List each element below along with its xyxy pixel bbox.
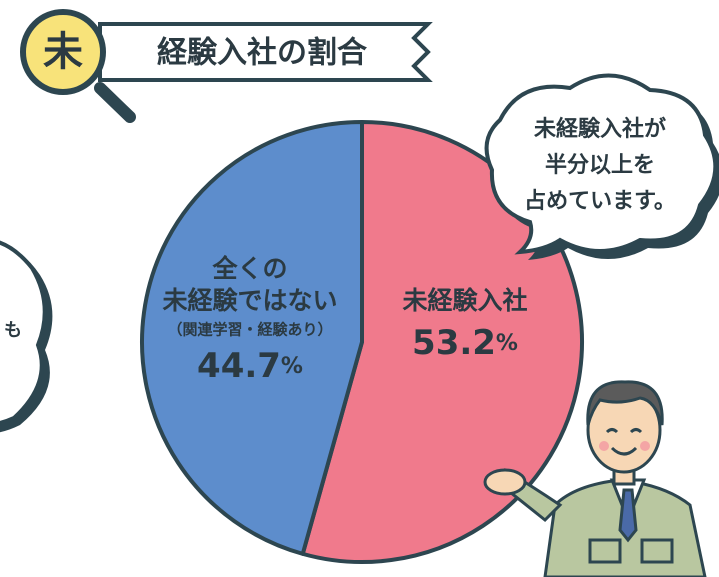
annotation-line: 未経験入社が <box>534 116 666 142</box>
value-number: 44.7 <box>197 346 281 386</box>
left-bubble: も <box>0 240 53 433</box>
value-unit: % <box>281 354 303 379</box>
slice-note: （関連学習・経験あり） <box>167 321 332 339</box>
slice-label: 未経験入社 <box>402 286 527 315</box>
slice-label: 未経験ではない <box>162 286 337 315</box>
value-label: 53.2% <box>412 323 518 363</box>
value-number: 53.2 <box>412 323 496 363</box>
pie-slice <box>140 120 364 556</box>
chart-title: 経験入社の割合 <box>157 36 367 71</box>
slice-label: 全くの <box>211 254 287 283</box>
side-text: も <box>4 320 22 341</box>
annotation-line: 半分以上を <box>545 153 655 178</box>
value-unit: % <box>496 331 518 356</box>
pie-slice <box>300 120 584 564</box>
title-banner <box>98 22 433 82</box>
speech-bubble: 未経験入社が 半分以上を 占めています。 <box>484 73 719 260</box>
annotation-line: 占めています。 <box>524 189 676 214</box>
man-illustration <box>483 380 707 577</box>
value-label: 44.7% <box>197 346 303 386</box>
title-badge: 未 <box>43 29 83 75</box>
magnifier-handle <box>94 82 136 123</box>
magnifier <box>20 9 106 95</box>
